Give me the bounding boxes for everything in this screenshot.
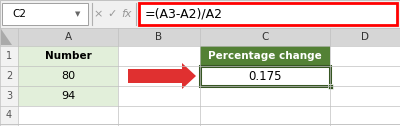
Text: 94: 94	[61, 91, 75, 101]
Text: Percentage change: Percentage change	[208, 51, 322, 61]
Text: 3: 3	[6, 91, 12, 101]
Text: 80: 80	[61, 71, 75, 81]
Bar	[0, 28, 400, 46]
Bar	[2, 3, 88, 25]
Bar	[200, 46, 330, 66]
Text: 4: 4	[6, 110, 12, 120]
Text: Number: Number	[45, 51, 91, 61]
Text: fx: fx	[121, 9, 131, 19]
Text: 2: 2	[6, 71, 12, 81]
Bar	[18, 46, 400, 126]
Text: A: A	[64, 32, 72, 42]
Polygon shape	[128, 63, 196, 89]
Polygon shape	[1, 29, 12, 45]
Bar	[139, 3, 397, 25]
Bar	[18, 66, 118, 86]
Bar	[200, 66, 330, 86]
Text: =(A3-A2)/A2: =(A3-A2)/A2	[145, 8, 223, 21]
Text: C: C	[261, 32, 269, 42]
Text: D: D	[361, 32, 369, 42]
Text: ×: ×	[93, 9, 103, 19]
Text: ▼: ▼	[75, 11, 81, 17]
Bar	[328, 84, 332, 88]
Bar	[18, 46, 118, 66]
Text: 1: 1	[6, 51, 12, 61]
Text: 0.175: 0.175	[248, 70, 282, 83]
Bar	[18, 86, 118, 106]
Text: ✓: ✓	[107, 9, 117, 19]
Text: B: B	[156, 32, 162, 42]
Bar	[0, 28, 400, 126]
Text: C2: C2	[12, 9, 26, 19]
Bar	[0, 0, 400, 28]
